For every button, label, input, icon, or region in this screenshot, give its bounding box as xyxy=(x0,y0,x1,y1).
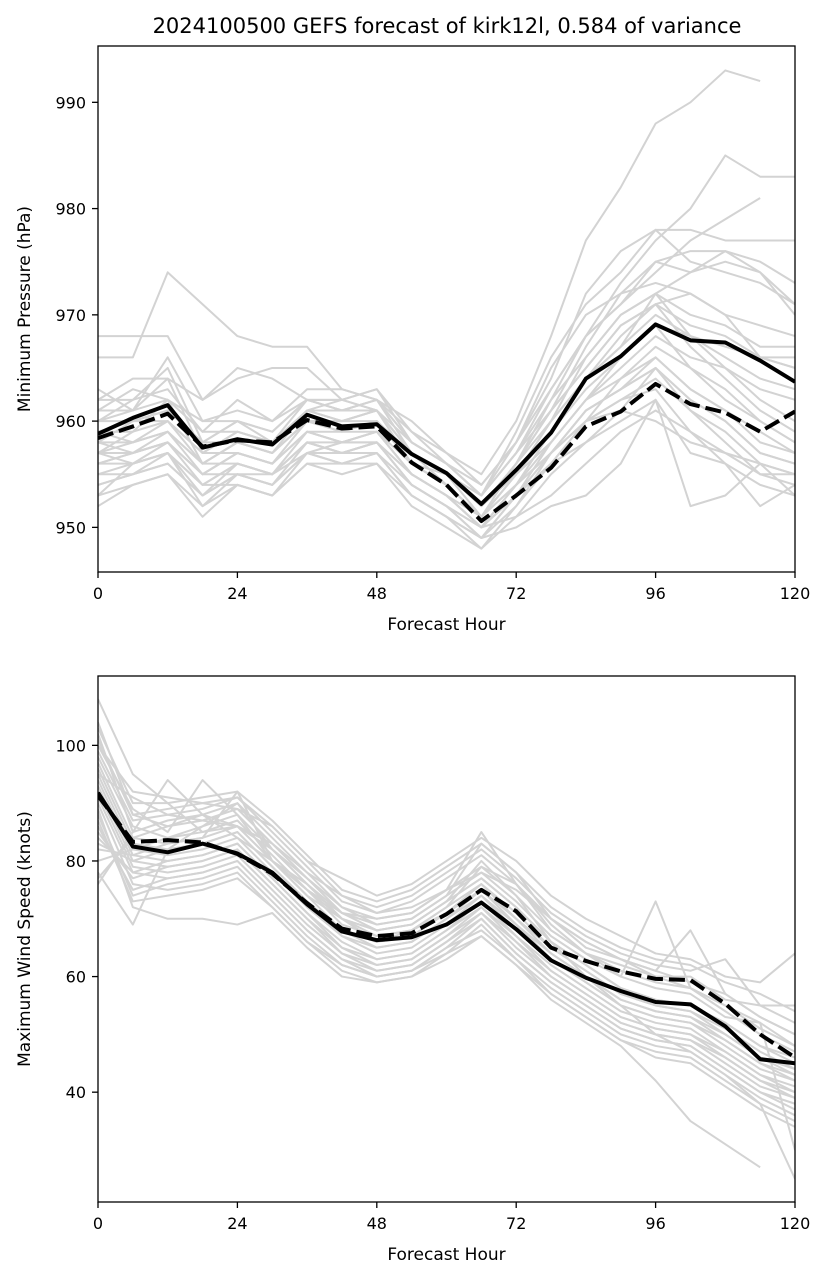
wind-x-tick-label: 48 xyxy=(367,1214,387,1233)
wind-ensemble-member-18 xyxy=(98,831,795,1099)
wind-ensemble-member-20 xyxy=(98,831,795,1082)
wind-ensemble-member-16 xyxy=(98,820,795,1128)
pressure-x-tick-label: 0 xyxy=(93,584,103,603)
pressure-y-axis-label: Minimum Pressure (hPa) xyxy=(15,206,35,412)
wind-plot-area xyxy=(98,698,795,1180)
pressure-plot-area xyxy=(98,69,795,550)
wind-y-axis-label: Maximum Wind Speed (knots) xyxy=(15,811,35,1067)
wind-x-tick-label: 0 xyxy=(93,1214,103,1233)
pressure-x-axis-label: Forecast Hour xyxy=(387,615,505,635)
wind-ensemble-member-29 xyxy=(98,744,795,984)
wind-ensemble-member-19 xyxy=(98,837,795,1094)
wind-x-tick-label: 96 xyxy=(645,1214,665,1233)
wind-panel: 0 24 48 72 96 120 40 60 80 100 Forecast Hour Maximu… xyxy=(15,675,811,1265)
chart-title: 2024100500 GEFS forecast of kirk12l, 0.5… xyxy=(153,14,742,38)
wind-x-tick-label: 24 xyxy=(227,1214,247,1233)
wind-y-tick-label: 100 xyxy=(55,736,86,755)
pressure-x-tick-label: 120 xyxy=(780,584,811,603)
pressure-dashed-line xyxy=(98,381,795,523)
wind-ensemble-member-27 xyxy=(98,739,795,1024)
wind-x-tick-label: 120 xyxy=(780,1214,811,1233)
pressure-ensemble-member-30 xyxy=(98,377,795,529)
pressure-x-tick-label: 48 xyxy=(367,584,387,603)
wind-x-tick-label: 72 xyxy=(506,1214,526,1233)
pressure-ensemble-member-26 xyxy=(98,398,795,539)
wind-y-tick-label: 80 xyxy=(66,852,86,871)
pressure-panel: 0 24 48 72 96 120 950 960 970 980 990 Forecast Hour… xyxy=(15,45,811,635)
pressure-x-tick-label: 96 xyxy=(645,584,665,603)
wind-axes-frame xyxy=(97,675,796,1203)
wind-ensemble-member-14 xyxy=(98,808,761,1169)
pressure-y-tick-label: 960 xyxy=(55,412,86,431)
wind-ensemble-member-17 xyxy=(98,825,795,1111)
pressure-ensemble-member-23 xyxy=(98,303,795,497)
wind-y-tick-label: 60 xyxy=(66,968,86,987)
pressure-y-tick-label: 980 xyxy=(55,200,86,219)
pressure-ensemble-member-29 xyxy=(98,366,795,518)
pressure-y-tick-label: 970 xyxy=(55,306,86,325)
pressure-y-tick-label: 990 xyxy=(55,93,86,112)
wind-dashed-line xyxy=(98,794,795,1060)
wind-ensemble-member-15 xyxy=(98,814,795,1117)
wind-ensemble-member-22 xyxy=(98,819,795,1070)
pressure-x-tick-label: 72 xyxy=(506,584,526,603)
wind-ensemble-member-24 xyxy=(98,807,795,1053)
wind-ensemble-member-30 xyxy=(98,773,795,1151)
pressure-y-tick-label: 950 xyxy=(55,518,86,537)
pressure-x-tick-label: 24 xyxy=(227,584,247,603)
pressure-axes-frame xyxy=(97,45,796,573)
wind-ensemble-member-28 xyxy=(98,727,795,1013)
wind-x-axis-label: Forecast Hour xyxy=(387,1245,505,1265)
wind-y-tick-label: 40 xyxy=(66,1083,86,1102)
pressure-ensemble-member-25 xyxy=(98,409,795,529)
pressure-ensemble-member-6 xyxy=(98,69,761,476)
